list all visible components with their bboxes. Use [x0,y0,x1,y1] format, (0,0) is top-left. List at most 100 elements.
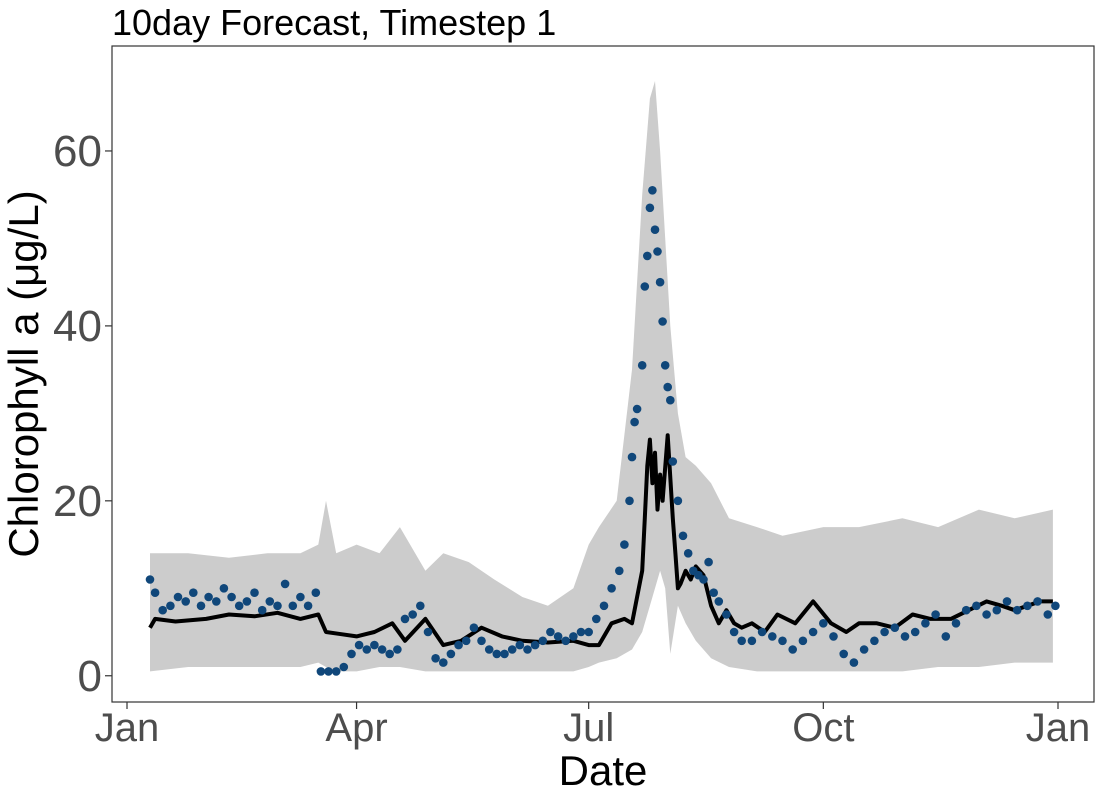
observation-point [655,277,665,287]
observation-point [331,667,341,676]
observation-point [280,579,290,589]
observation-point [257,605,267,615]
observation-point [859,645,869,654]
observation-point [599,601,609,611]
observation-point [640,282,650,291]
observation-point [931,610,940,619]
observation-point [678,531,688,541]
observation-point [454,640,463,650]
observation-point [620,540,629,549]
observation-point [354,640,364,650]
observation-point [910,627,920,637]
observation-point [941,632,951,641]
observation-point [370,640,379,650]
x-tick-label: Oct [792,706,854,750]
observation-point [778,636,787,646]
y-tick-label: 40 [53,302,102,351]
observation-point [500,649,509,659]
observation-point [296,592,305,602]
observation-point [265,597,275,606]
observation-point [227,592,236,602]
observation-point [393,645,402,654]
observation-point [607,584,616,593]
observation-point [311,588,321,597]
observation-point [829,632,838,641]
observation-point [699,575,708,584]
observation-point [1023,601,1032,611]
observation-point [645,203,655,213]
y-axis: 0 20 40 60 [53,127,112,701]
observation-point [250,588,259,597]
observation-point [1012,605,1022,615]
observation-point [870,636,879,646]
observation-point [377,645,387,654]
observation-point [768,632,777,641]
observation-point [658,317,667,326]
observation-point [900,632,910,641]
observation-point [729,627,739,637]
forecast-mean-layer [148,433,1053,648]
observation-point [196,601,206,611]
observation-point [400,614,410,624]
observation-point [431,654,440,663]
observation-point [992,605,1002,615]
forecast-mean-line [148,433,1053,648]
observation-point [204,592,213,602]
x-tick-label: Apr [325,706,387,750]
observation-point [819,619,828,628]
y-tick-label: 20 [53,477,102,526]
observation-point [666,395,675,405]
observation-point [523,645,532,654]
observation-point [288,601,298,611]
observation-point [461,636,471,646]
observation-point [627,452,637,462]
observation-point [553,632,563,641]
observation-point [673,496,683,506]
observation-point [630,417,639,427]
observation-point [538,636,548,646]
observation-point [492,649,502,659]
observation-point [530,640,540,650]
x-tick-label: Jan [1026,706,1091,750]
y-tick-label: 60 [53,127,102,176]
observation-point [788,645,797,654]
observation-point [219,584,229,593]
observation-point [166,601,175,611]
observation-point [683,549,693,558]
observation-point [747,636,757,646]
observation-point [648,186,657,195]
y-axis-label: Chlorophyll a (μg/L) [0,190,47,557]
observation-point [173,592,183,602]
observation-point [1051,601,1060,611]
observations-layer [145,186,1060,676]
observation-point [446,649,456,659]
observation-point [650,225,660,234]
observation-point [181,597,190,606]
observation-point [347,649,356,659]
observation-point [212,597,221,606]
observation-point [423,627,433,637]
observation-point [576,627,586,637]
observation-point [584,627,593,637]
observation-point [561,636,570,646]
observation-point [316,667,326,676]
observation-point [339,662,349,672]
observation-point [515,640,525,650]
observation-point [416,601,425,611]
observation-point [660,361,670,370]
observation-point [469,623,479,632]
observation-point [625,496,634,506]
observation-point [663,382,672,392]
observation-point [234,601,244,611]
observation-point [808,627,818,637]
observation-point [849,658,859,667]
observation-point [477,636,486,646]
observation-point [158,605,167,615]
observation-point [798,636,808,646]
observation-point [722,610,731,619]
y-tick-label: 0 [78,652,102,701]
observation-point [839,649,848,659]
observation-point [385,649,395,659]
observation-point [273,601,282,611]
